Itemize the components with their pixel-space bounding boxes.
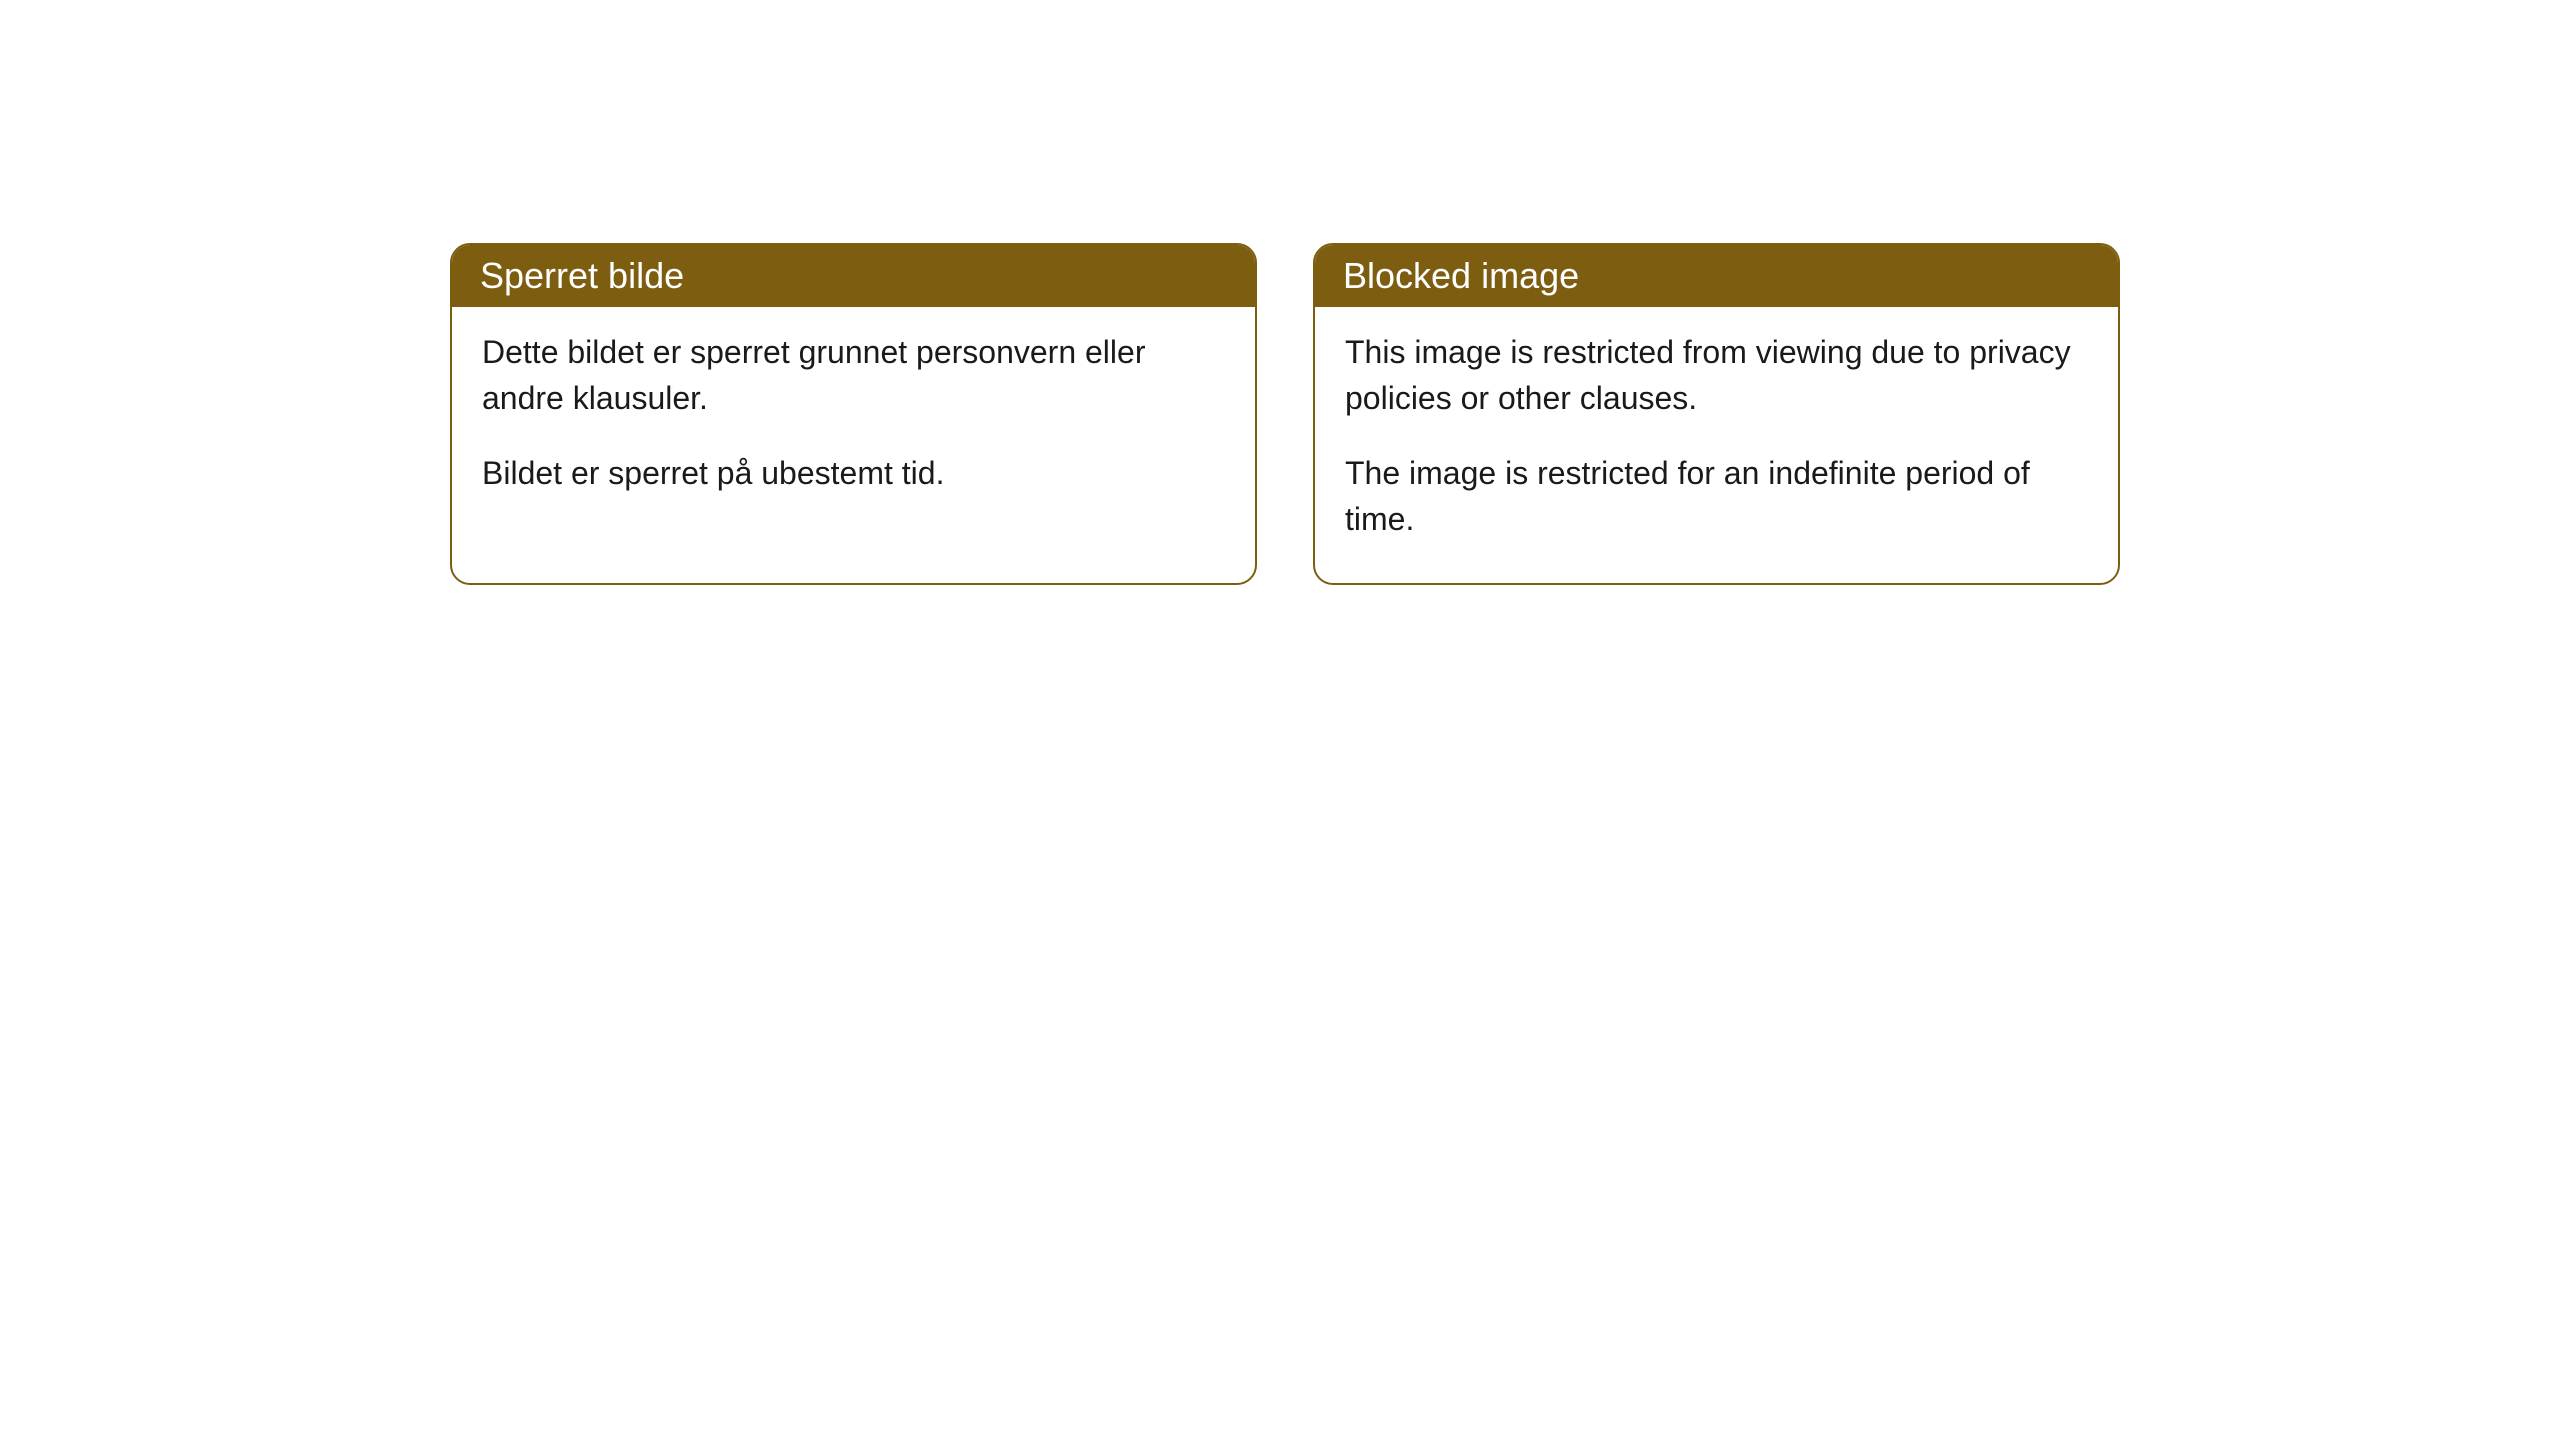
- card-body-norwegian: Dette bildet er sperret grunnet personve…: [452, 307, 1255, 536]
- blocked-image-card-norwegian: Sperret bilde Dette bildet er sperret gr…: [450, 243, 1257, 585]
- card-title-norwegian: Sperret bilde: [480, 255, 684, 296]
- card-paragraph-1-norwegian: Dette bildet er sperret grunnet personve…: [482, 329, 1225, 422]
- card-body-english: This image is restricted from viewing du…: [1315, 307, 2118, 583]
- blocked-image-card-english: Blocked image This image is restricted f…: [1313, 243, 2120, 585]
- card-paragraph-2-norwegian: Bildet er sperret på ubestemt tid.: [482, 450, 1225, 496]
- card-paragraph-1-english: This image is restricted from viewing du…: [1345, 329, 2088, 422]
- card-header-english: Blocked image: [1315, 245, 2118, 307]
- notice-cards-container: Sperret bilde Dette bildet er sperret gr…: [450, 243, 2120, 585]
- card-title-english: Blocked image: [1343, 255, 1579, 296]
- card-paragraph-2-english: The image is restricted for an indefinit…: [1345, 450, 2088, 543]
- card-header-norwegian: Sperret bilde: [452, 245, 1255, 307]
